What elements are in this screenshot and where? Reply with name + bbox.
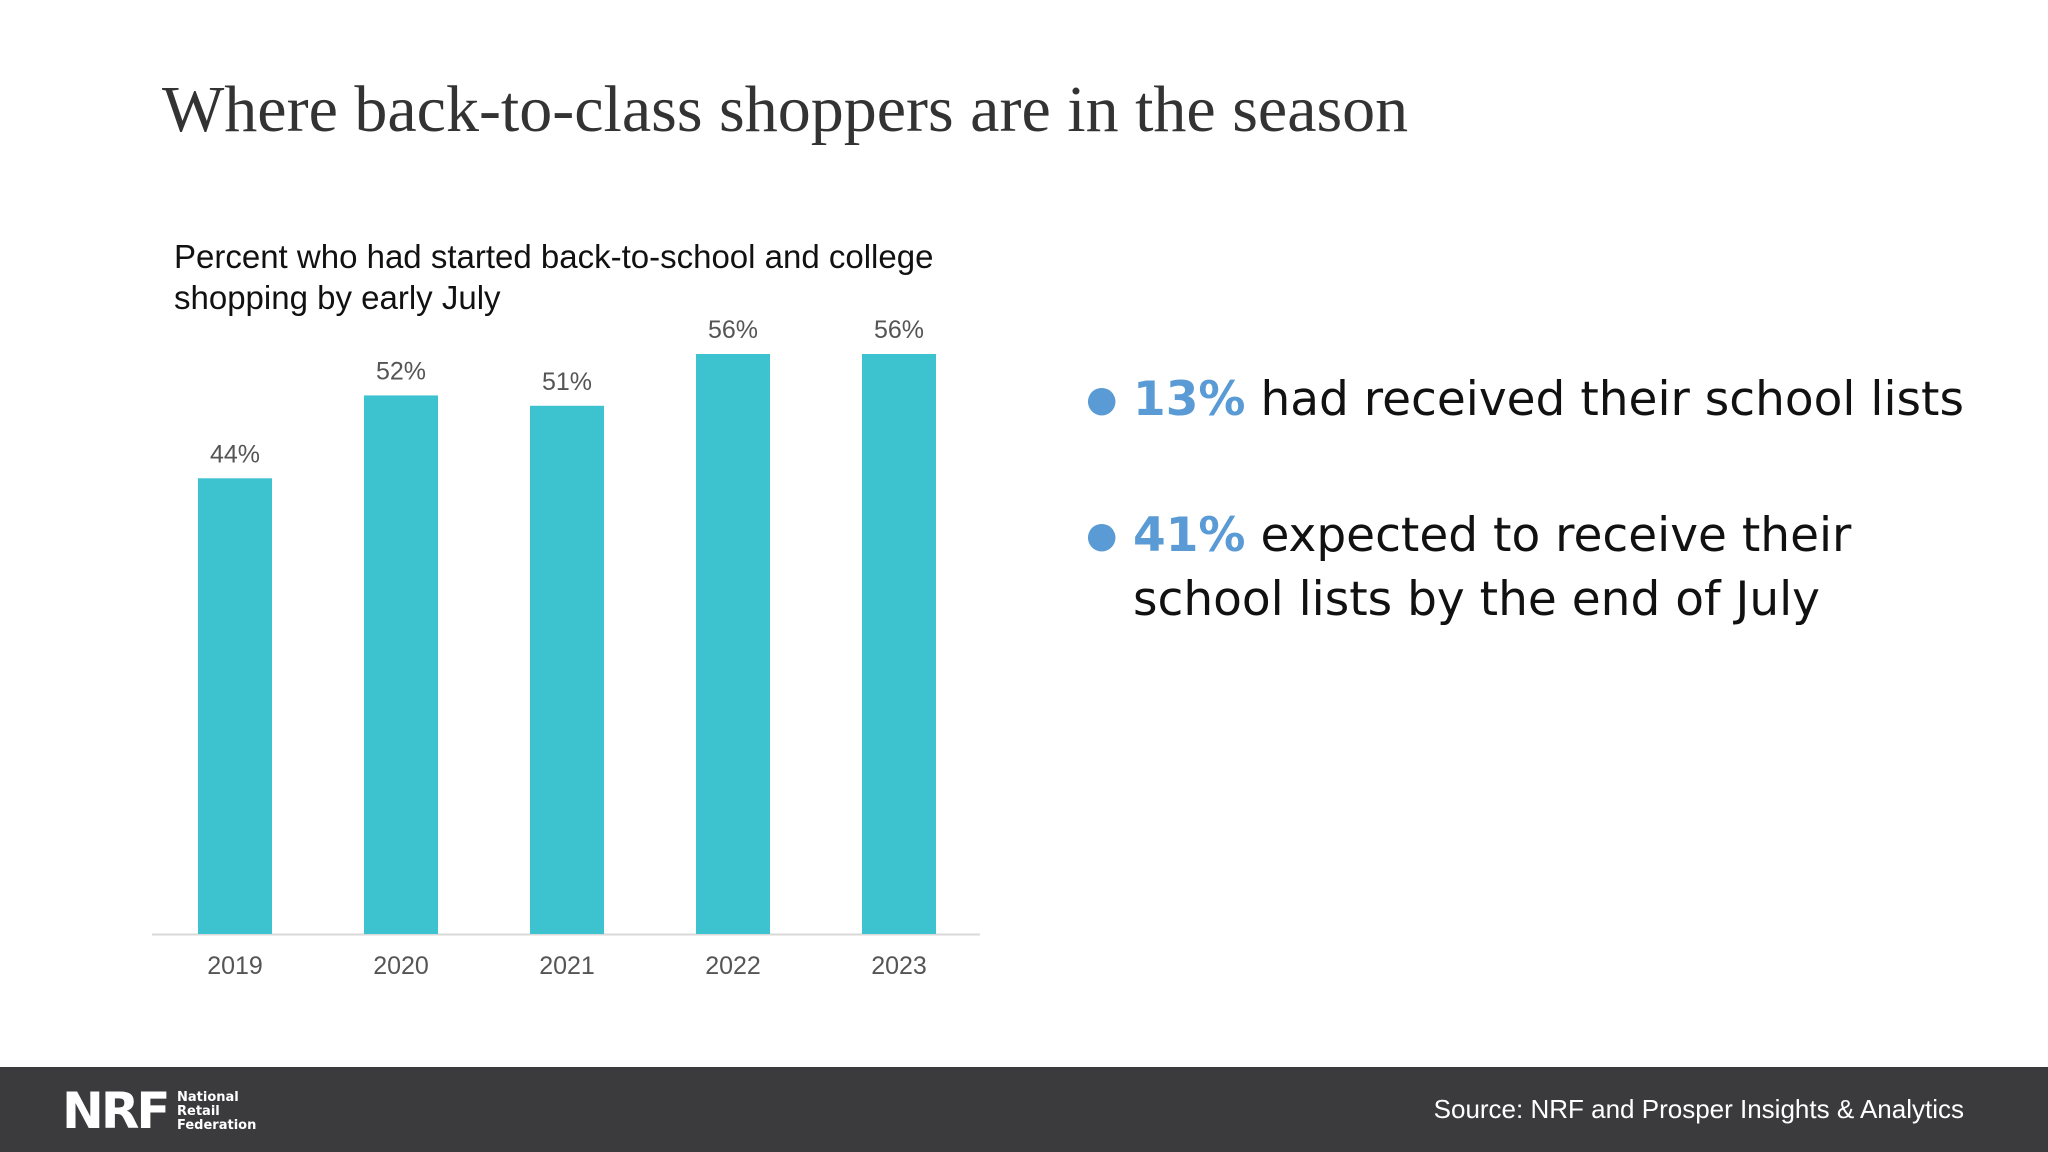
logo-line: National xyxy=(177,1090,239,1105)
x-tick-label-2019: 2019 xyxy=(207,952,263,980)
logo-mark: NRF xyxy=(62,1082,171,1140)
bar-chart: 44% 2019 52% 2020 51% 2021 56% 2022 56% 2023 xyxy=(152,316,980,980)
bar-2019 xyxy=(198,478,272,934)
logo-line: Retail xyxy=(177,1104,220,1119)
bar-2022 xyxy=(696,354,770,934)
x-tick-label-2022: 2022 xyxy=(705,952,761,980)
logo-line: Federation xyxy=(177,1118,257,1133)
page-title: Where back-to-class shoppers are in the … xyxy=(162,73,1409,146)
chart-title: Percent who had started back-to-school a… xyxy=(174,238,934,316)
bar-2020 xyxy=(364,395,438,934)
bullet-dot-icon: ● xyxy=(1086,515,1118,556)
data-label-2019: 44% xyxy=(210,440,260,468)
bar-2023 xyxy=(862,354,936,934)
bullet-highlight: 13% xyxy=(1133,372,1246,427)
source-note: Source: NRF and Prosper Insights & Analy… xyxy=(1433,1094,1964,1124)
bar-2021 xyxy=(530,405,604,934)
data-label-2021: 51% xyxy=(542,368,592,396)
bullet-highlight: 41% xyxy=(1133,508,1246,563)
bullet-item: ● 41% expected to receive their school l… xyxy=(1086,504,1986,632)
data-label-2020: 52% xyxy=(376,357,426,385)
bullet-list: ● 13% had received their school lists ● … xyxy=(1086,368,1986,704)
x-tick-label-2021: 2021 xyxy=(539,952,595,980)
logo-text: National Retail Federation xyxy=(177,1091,297,1133)
bullet-text: had received their school lists xyxy=(1245,372,1964,427)
footer-bar: NRF National Retail Federation Source: N… xyxy=(0,1067,2048,1152)
bullet-item: ● 13% had received their school lists xyxy=(1086,368,1986,432)
bullet-text: expected to receive their school lists b… xyxy=(1133,508,1852,627)
data-label-2022: 56% xyxy=(708,316,758,344)
x-tick-label-2020: 2020 xyxy=(373,952,429,980)
x-tick-label-2023: 2023 xyxy=(871,952,927,980)
bullet-dot-icon: ● xyxy=(1086,379,1118,420)
data-label-2023: 56% xyxy=(874,316,924,344)
